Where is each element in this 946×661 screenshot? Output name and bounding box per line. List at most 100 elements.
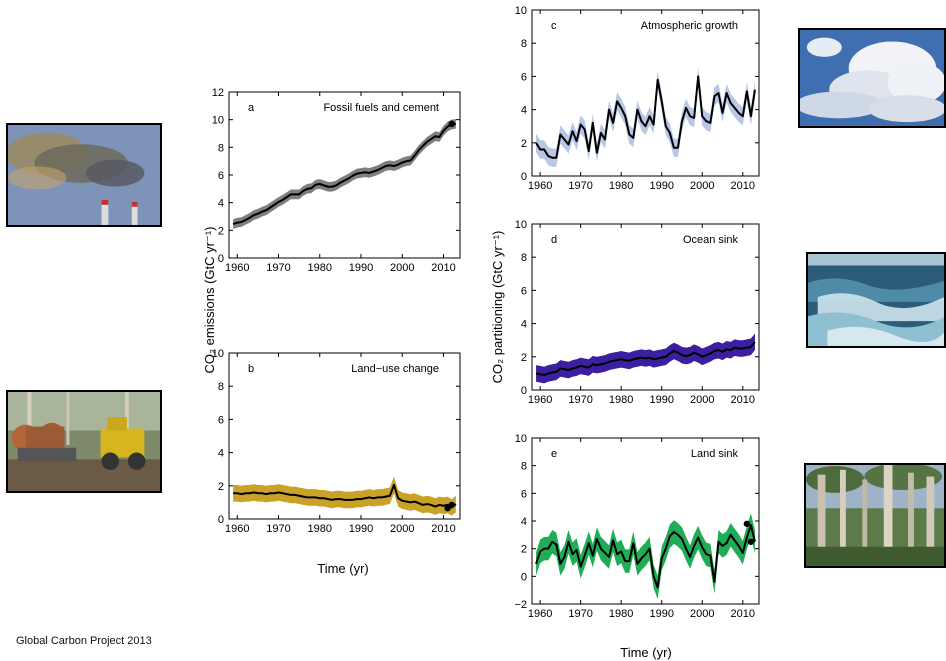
y-tick-label: 0 [218,253,224,265]
y-tick-label: −2 [514,599,527,611]
x-tick-label: 1960 [225,523,249,535]
y-tick-label: 6 [521,71,527,83]
x-tick-label: 1990 [349,262,373,274]
y-tick-label: 10 [515,5,527,17]
plot-frame [531,437,760,605]
y-tick-label: 10 [212,348,224,360]
footer-credit: Global Carbon Project 2013 [16,635,152,647]
x-tick-label: 2000 [390,523,414,535]
y-tick-label: 2 [521,544,527,556]
panel-c: 1960 1970 1980 1990 2000 2010 0 2 4 6 8 10 c Atmosphe… [515,5,760,192]
plot-frame [228,352,461,520]
uncertainty-band [233,476,456,516]
left-y-axis-label: CO₂ emissions (GtC yr⁻¹) [202,227,217,374]
x-tick-label: 1980 [609,608,633,620]
right-y-axis-label: CO₂ partitioning (GtC yr⁻¹) [490,231,505,384]
x-tick-label: 1980 [609,180,633,192]
x-tick-label: 1970 [568,608,592,620]
series-line [535,341,756,377]
x-tick-label: 1980 [308,262,332,274]
x-tick-label: 2000 [690,394,714,406]
x-tick-label: 2000 [390,262,414,274]
series-line [535,75,756,159]
panel-letter: e [551,448,557,460]
y-tick-label: 4 [521,105,527,117]
x-tick-label: 2010 [431,262,455,274]
panel-title: Fossil fuels and cement [323,102,439,114]
y-tick-label: 8 [521,38,527,50]
projection-point [448,501,455,509]
x-tick-label: 1970 [266,523,290,535]
panel-title: Ocean sink [683,234,739,246]
y-tick-label: 2 [218,481,224,493]
y-tick-label: 8 [218,142,224,154]
y-tick-label: 6 [521,488,527,500]
right-x-axis-label: Time (yr) [620,645,672,660]
panel-title: Land sink [691,448,739,460]
y-tick-label: 0 [521,571,527,583]
clouds-photo [798,28,946,128]
y-tick-label: 4 [521,516,527,528]
x-tick-label: 1970 [568,180,592,192]
y-tick-label: 10 [212,115,224,127]
left-x-axis-label: Time (yr) [317,561,369,576]
projection-point [448,120,455,128]
y-tick-label: 0 [521,385,527,397]
series-line [233,483,457,509]
plot-frame [531,9,760,177]
y-tick-label: 12 [212,87,224,99]
logging-photo [6,390,162,493]
y-tick-label: 6 [521,285,527,297]
y-tick-label: 2 [521,352,527,364]
y-tick-label: 4 [218,448,224,460]
forest-photo [804,463,946,568]
x-tick-label: 1960 [528,394,552,406]
x-tick-label: 1990 [649,180,673,192]
x-tick-label: 2010 [731,394,755,406]
series-line [232,122,457,226]
y-tick-label: 10 [515,219,527,231]
x-tick-label: 1960 [528,608,552,620]
y-tick-label: 8 [218,381,224,393]
y-tick-label: 4 [218,198,224,210]
x-tick-label: 1980 [308,523,332,535]
y-tick-label: 10 [515,433,527,445]
x-tick-label: 1990 [649,394,673,406]
panel-d: 1960 1970 1980 1990 2000 2010 0 2 4 6 8 10 d Ocean si… [515,219,760,406]
panel-title: Atmospheric growth [641,20,738,32]
x-tick-label: 1990 [649,608,673,620]
x-tick-label: 1970 [568,394,592,406]
projection-point [747,538,755,545]
x-tick-label: 2010 [431,523,455,535]
x-tick-label: 1960 [225,262,249,274]
panel-letter: b [248,363,254,375]
projection-point [743,520,751,527]
y-tick-label: 8 [521,461,527,473]
y-tick-label: 6 [218,414,224,426]
y-tick-label: 0 [218,514,224,526]
x-tick-label: 1960 [528,180,552,192]
panel-letter: a [248,102,255,114]
panel-e: 1960 1970 1980 1990 2000 2010 −2 0 2 4 6 8 10 e Land s… [514,433,760,620]
panel-letter: c [551,20,557,32]
panel-a: 1960 1970 1980 1990 2000 2010 0 2 4 6 8 10 12 a Fossil… [212,87,461,274]
y-tick-label: 2 [521,138,527,150]
panel-b: 1960 1970 1980 1990 2000 2010 0 2 4 6 8 10 b Land−use… [212,348,461,535]
y-tick-label: 8 [521,252,527,264]
plot-frame [228,91,461,259]
series-line [535,524,756,589]
x-tick-label: 1980 [609,394,633,406]
x-tick-label: 1970 [266,262,290,274]
uncertainty-band [536,67,755,167]
uncertainty-band [233,118,456,229]
x-tick-label: 1990 [349,523,373,535]
plot-frame [531,223,760,391]
x-tick-label: 2010 [731,180,755,192]
ocean-photo [806,252,946,348]
y-tick-label: 6 [218,170,224,182]
y-tick-label: 0 [521,171,527,183]
x-tick-label: 2010 [731,608,755,620]
y-tick-label: 2 [218,225,224,237]
x-tick-label: 2000 [690,180,714,192]
